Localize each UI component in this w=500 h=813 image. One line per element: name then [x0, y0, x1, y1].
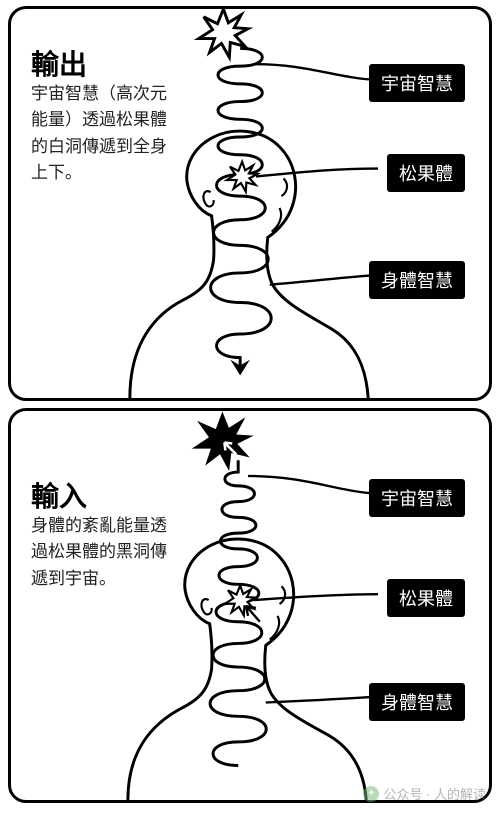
- panel-output: 輸出 宇宙智慧（高次元能量）透過松果體的白洞傳遞到全身上下。 宇宙智慧 松果體 …: [8, 6, 492, 401]
- watermark-text: 公众号 · 人的解读: [383, 784, 486, 803]
- tag-cosmic-input: 宇宙智慧: [369, 479, 465, 517]
- tag-pineal-input: 松果體: [387, 579, 465, 617]
- title-input: 輸入: [31, 475, 87, 515]
- desc-output: 宇宙智慧（高次元能量）透過松果體的白洞傳遞到全身上下。: [31, 81, 181, 186]
- tag-body-output: 身體智慧: [369, 261, 465, 299]
- wechat-icon: ✦: [363, 786, 379, 802]
- tag-body-input: 身體智慧: [369, 683, 465, 721]
- tag-pineal-output: 松果體: [387, 154, 465, 192]
- desc-input: 身體的紊亂能量透過松果體的黑洞傳遞到宇宙。: [31, 513, 181, 592]
- tag-cosmic-output: 宇宙智慧: [369, 64, 465, 102]
- title-output: 輸出: [31, 43, 87, 83]
- panel-input: 輸入 身體的紊亂能量透過松果體的黑洞傳遞到宇宙。 宇宙智慧 松果體 身體智慧: [8, 408, 492, 803]
- watermark: ✦ 公众号 · 人的解读: [363, 784, 486, 803]
